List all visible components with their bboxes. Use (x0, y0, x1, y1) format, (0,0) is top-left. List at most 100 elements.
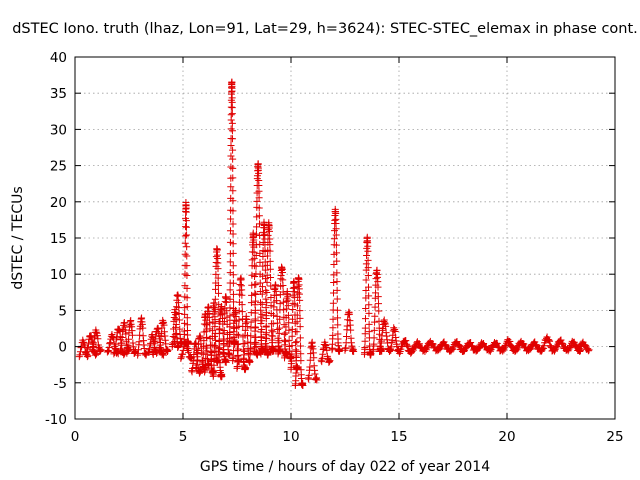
data-point (75, 353, 83, 361)
data-point (404, 342, 412, 350)
data-point (362, 304, 370, 312)
data-point (229, 230, 237, 238)
data-point (467, 338, 475, 346)
data-point (235, 331, 243, 339)
data-point (262, 295, 270, 303)
data-point (296, 323, 304, 331)
data-point (105, 347, 113, 355)
data-point (229, 279, 237, 287)
data-point (229, 155, 237, 163)
data-point (297, 350, 305, 358)
data-point (292, 346, 300, 354)
data-point (94, 335, 102, 343)
data-point (263, 278, 271, 286)
data-series-arc (88, 326, 105, 356)
data-point (222, 298, 230, 306)
data-point (310, 354, 318, 362)
y-tick-label: 40 (50, 50, 67, 66)
data-point (229, 290, 237, 298)
data-point (275, 337, 283, 345)
data-point (325, 358, 333, 366)
data-point (146, 345, 154, 353)
data-series-arc (369, 266, 386, 356)
data-point (544, 336, 552, 344)
data-point (175, 316, 183, 324)
data-point (295, 290, 303, 298)
data-point (362, 276, 370, 284)
data-point (292, 353, 300, 361)
data-point (246, 358, 254, 366)
data-point (215, 345, 223, 353)
data-point (233, 330, 241, 338)
data-point (183, 284, 191, 292)
data-point (146, 341, 154, 349)
data-point (263, 299, 271, 307)
data-point (106, 340, 114, 348)
data-series-arc (434, 338, 455, 355)
data-series-arc (328, 205, 344, 356)
data-point (225, 350, 233, 358)
data-point (429, 340, 437, 348)
data-point (267, 274, 275, 282)
data-point (215, 289, 223, 297)
data-point (332, 209, 340, 217)
data-point (211, 295, 219, 303)
data-point (226, 312, 234, 320)
data-point (218, 372, 226, 380)
chart-title: dSTEC Iono. truth (lhaz, Lon=91, Lat=29,… (12, 21, 638, 37)
data-series-arc (395, 337, 416, 357)
data-point (317, 356, 325, 364)
data-series-arc (134, 314, 150, 359)
data-point (333, 249, 341, 257)
data-point (279, 281, 287, 289)
data-point (237, 276, 245, 284)
data-point (235, 307, 243, 315)
data-point (347, 326, 355, 334)
data-point (333, 257, 341, 265)
data-points (75, 78, 593, 390)
data-point (325, 358, 333, 366)
data-point (262, 331, 270, 339)
data-point (180, 327, 188, 335)
data-point (442, 341, 450, 349)
data-series-arc (574, 338, 593, 355)
data-point (288, 342, 296, 350)
data-point (184, 331, 192, 339)
data-point (250, 236, 258, 244)
data-point (288, 332, 296, 340)
y-tick-label: 20 (50, 195, 67, 211)
data-point (183, 294, 191, 302)
data-point (210, 342, 218, 350)
data-point (97, 346, 105, 354)
data-point (533, 341, 541, 349)
data-point (333, 306, 341, 314)
data-point (361, 344, 369, 352)
data-point (214, 281, 222, 289)
data-point (212, 285, 220, 293)
data-point (364, 272, 372, 280)
y-axis-ticks: -10 -5 0 5 10 15 20 25 30 35 40 (45, 50, 615, 428)
data-point (124, 341, 132, 349)
data-point (279, 298, 287, 306)
data-point (252, 262, 260, 270)
data-point (258, 317, 266, 325)
y-tick-label: 5 (58, 303, 67, 319)
data-point (334, 321, 342, 329)
data-point (306, 363, 314, 371)
data-series-arc (103, 330, 122, 358)
data-point (297, 342, 305, 350)
data-point (203, 333, 211, 341)
data-point (275, 343, 283, 351)
data-point (332, 225, 340, 233)
data-point (83, 344, 91, 352)
data-point (402, 337, 410, 345)
data-point (279, 288, 287, 296)
data-point (183, 272, 191, 280)
data-point (214, 274, 222, 282)
data-point (282, 323, 290, 331)
data-point (262, 314, 270, 322)
data-point (229, 146, 237, 154)
data-point (128, 331, 136, 339)
data-point (160, 351, 168, 359)
data-point (229, 164, 237, 172)
